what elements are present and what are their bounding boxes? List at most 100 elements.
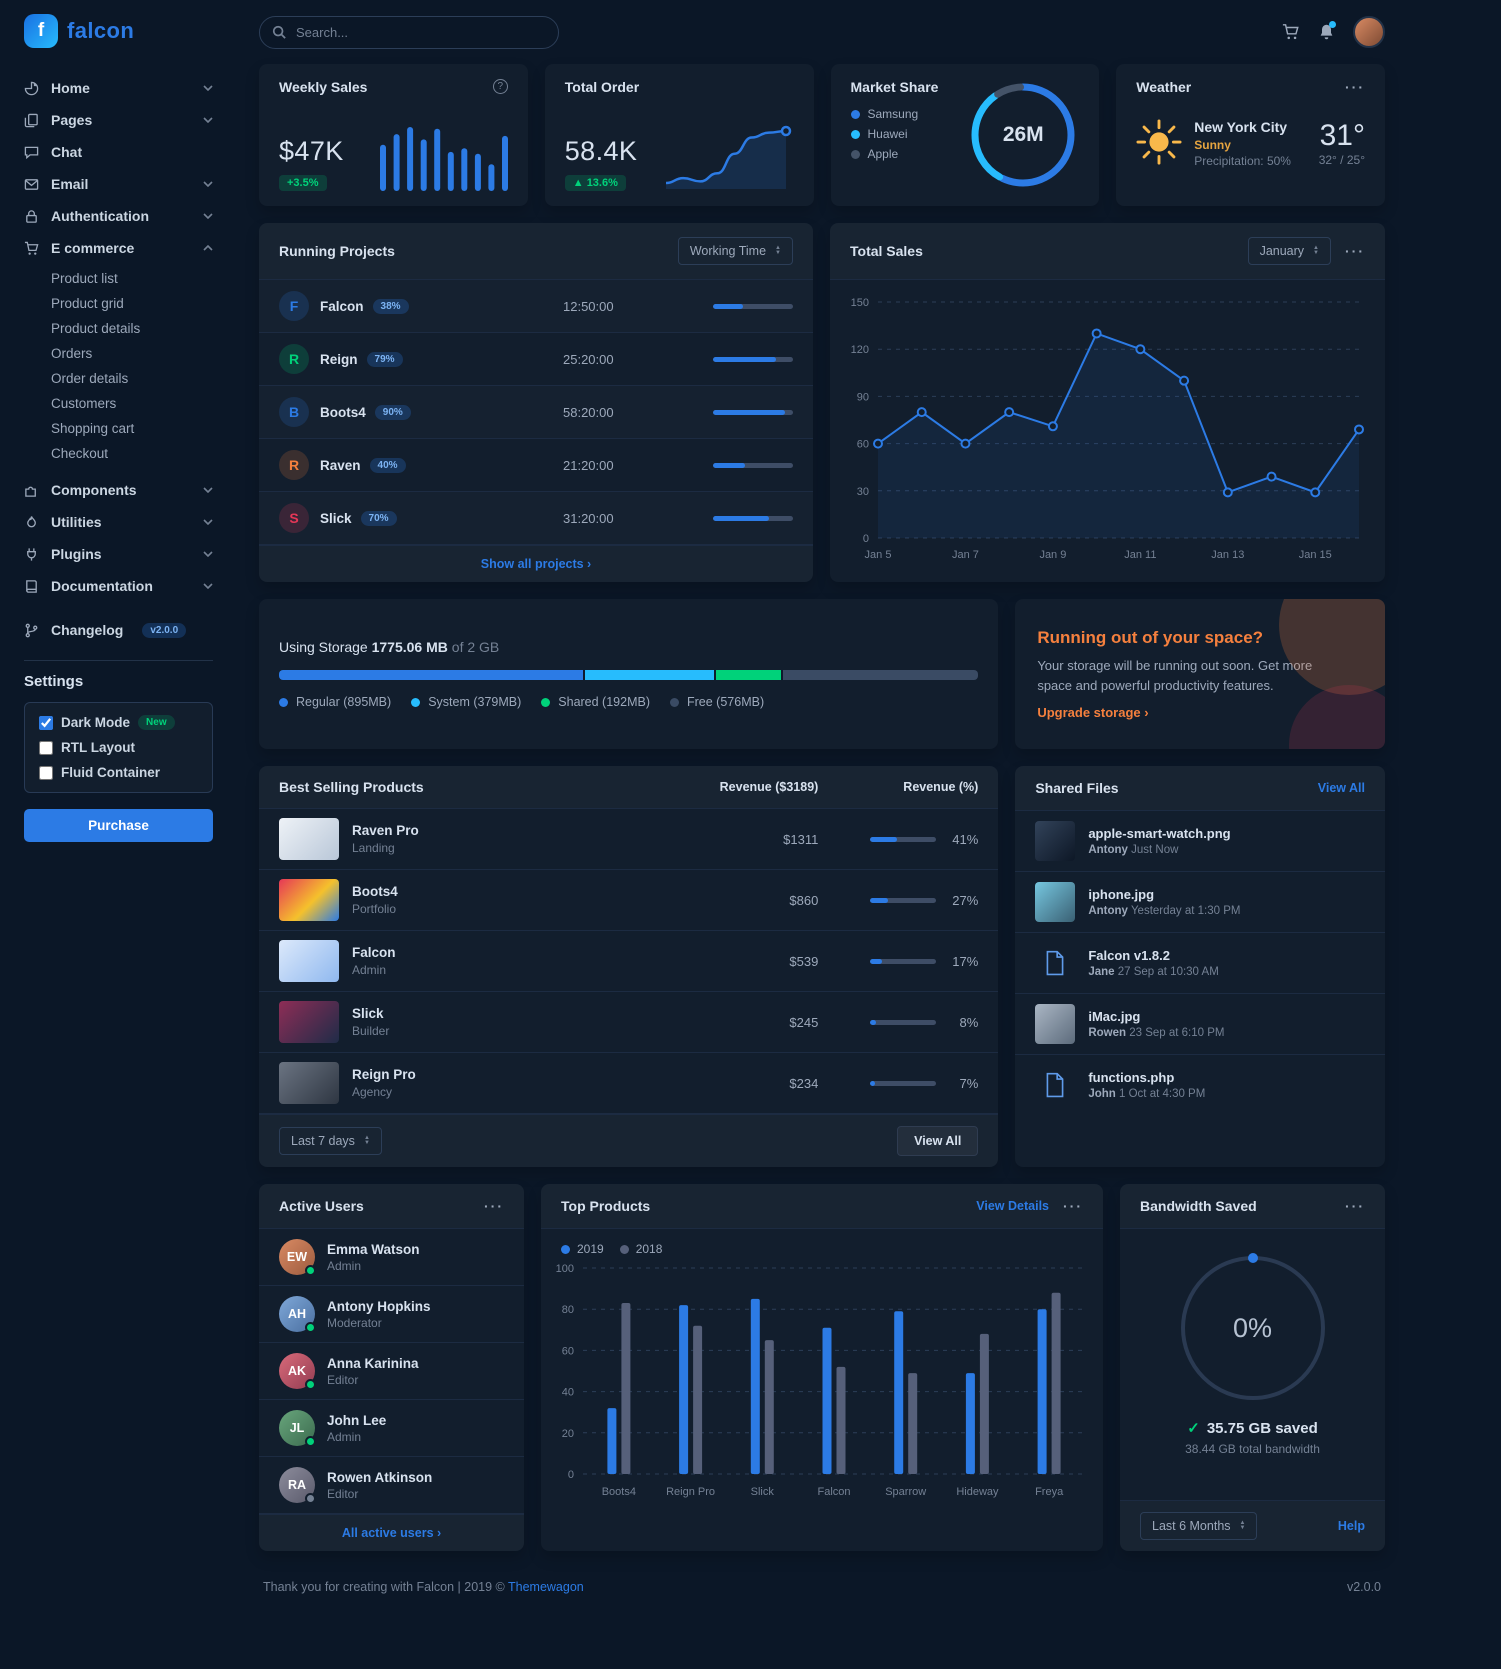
svg-text:Jan 7: Jan 7 — [952, 549, 979, 561]
svg-text:Jan 15: Jan 15 — [1299, 549, 1332, 561]
all-active-users-link[interactable]: All active users › — [341, 1526, 442, 1540]
themewagon-link[interactable]: Themewagon — [508, 1580, 584, 1594]
fluid-container-toggle[interactable]: Fluid Container — [39, 765, 198, 780]
sidebar-item-home[interactable]: Home — [24, 72, 213, 104]
sidebar-item-authentication[interactable]: Authentication — [24, 200, 213, 232]
sidebar-item-changelog[interactable]: Changelog v2.0.0 — [24, 614, 213, 646]
view-details-link[interactable]: View Details — [976, 1199, 1049, 1213]
sidebar-item-utilities[interactable]: Utilities — [24, 506, 213, 538]
active-users-menu-button[interactable]: ··· — [484, 1198, 504, 1214]
list-item[interactable]: Falcon v1.8.2 Jane 27 Sep at 10:30 AM — [1015, 933, 1385, 994]
fire-icon — [24, 515, 40, 530]
promo-body: Your storage will be running out soon. G… — [1037, 658, 1313, 693]
copy-icon — [24, 113, 40, 128]
view-all-button[interactable]: View All — [897, 1126, 979, 1156]
svg-text:20: 20 — [562, 1428, 574, 1440]
plug-icon — [24, 547, 40, 562]
dark-mode-toggle[interactable]: Dark Mode New — [39, 715, 198, 730]
help-link[interactable]: Help — [1337, 1519, 1365, 1533]
brand[interactable]: f falcon — [24, 14, 213, 48]
search-icon — [272, 25, 286, 42]
list-item[interactable]: AK Anna Karinina Editor — [259, 1343, 524, 1400]
user-avatar[interactable] — [1353, 16, 1385, 48]
total-sales-title: Total Sales — [850, 243, 923, 259]
list-item[interactable]: apple-smart-watch.png Antony Just Now — [1015, 811, 1385, 872]
dark-mode-checkbox[interactable] — [39, 715, 53, 730]
fluid-container-checkbox[interactable] — [39, 765, 53, 780]
list-item[interactable]: AH Antony Hopkins Moderator — [259, 1286, 524, 1343]
show-all-projects-link[interactable]: Show all projects › — [480, 557, 592, 571]
project-row[interactable]: F Falcon 38% 12:50:00 — [259, 280, 813, 333]
sidebar-item-product-grid[interactable]: Product grid — [51, 296, 124, 311]
sidebar-item-customers[interactable]: Customers — [51, 396, 117, 411]
table-row[interactable]: Slick Builder $245 8% — [259, 992, 999, 1053]
status-dot — [305, 1436, 316, 1447]
svg-text:90: 90 — [857, 391, 869, 403]
project-name: Raven — [320, 457, 361, 473]
top-products-menu-button[interactable]: ··· — [1063, 1198, 1083, 1214]
svg-text:150: 150 — [851, 297, 869, 309]
table-row[interactable]: Boots4 Portfolio $860 27% — [259, 870, 999, 931]
chevron-up-icon — [203, 245, 213, 251]
sidebar-item-orders[interactable]: Orders — [51, 346, 93, 361]
file-name: iphone.jpg — [1088, 887, 1155, 902]
project-row[interactable]: R Raven 40% 21:20:00 — [259, 439, 813, 492]
market-share-title: Market Share — [850, 79, 939, 95]
list-item[interactable]: functions.php John 1 Oct at 4:30 PM — [1015, 1055, 1385, 1115]
sidebar-item-chat[interactable]: Chat — [24, 136, 213, 168]
sidebar-item-documentation[interactable]: Documentation — [24, 570, 213, 602]
product-revenue: $245 — [789, 1014, 819, 1030]
sidebar-item-shopping-cart[interactable]: Shopping cart — [51, 421, 135, 436]
search-input[interactable] — [259, 15, 559, 49]
list-item[interactable]: JL John Lee Admin — [259, 1400, 524, 1457]
weekly-sales-badge: +3.5% — [279, 175, 327, 191]
project-avatar: F — [279, 291, 309, 321]
project-row[interactable]: R Reign 79% 25:20:00 — [259, 333, 813, 386]
date-range-select[interactable]: Last 7 days ▲ ▼ — [279, 1127, 382, 1155]
revenue-percent: 41% — [952, 831, 979, 847]
bell-icon-button[interactable] — [1318, 21, 1336, 41]
sidebar-item-plugins[interactable]: Plugins — [24, 538, 213, 570]
sidebar-item-order-details[interactable]: Order details — [51, 371, 129, 386]
working-time-select[interactable]: Working Time ▲ ▼ — [677, 237, 793, 265]
list-item[interactable]: iMac.jpg Rowen 23 Sep at 6:10 PM — [1015, 994, 1385, 1055]
list-item[interactable]: RA Rowen Atkinson Editor — [259, 1457, 524, 1514]
sidebar-item-ecommerce[interactable]: E commerce — [24, 232, 213, 264]
top-products-legend: 2019 2018 — [541, 1229, 1103, 1256]
purchase-button[interactable]: Purchase — [24, 809, 213, 842]
upgrade-storage-link[interactable]: Upgrade storage › — [1037, 705, 1149, 720]
table-row[interactable]: Raven Pro Landing $1311 41% — [259, 809, 999, 870]
sidebar-item-product-list[interactable]: Product list — [51, 271, 118, 286]
sidebar-item-checkout[interactable]: Checkout — [51, 446, 109, 461]
sidebar-item-label: E commerce — [51, 240, 135, 256]
svg-text:60: 60 — [857, 439, 869, 451]
product-revenue: $1311 — [783, 831, 819, 847]
cart-icon-button[interactable] — [1282, 23, 1300, 41]
sidebar-item-product-details[interactable]: Product details — [51, 321, 141, 336]
sidebar-item-email[interactable]: Email — [24, 168, 213, 200]
sidebar-item-pages[interactable]: Pages — [24, 104, 213, 136]
list-item[interactable]: EW Emma Watson Admin — [259, 1229, 524, 1286]
list-item[interactable]: iphone.jpg Antony Yesterday at 1:30 PM — [1015, 872, 1385, 933]
project-row[interactable]: B Boots4 90% 58:20:00 — [259, 386, 813, 439]
page-footer: Thank you for creating with Falcon | 201… — [259, 1568, 1385, 1620]
status-dot — [305, 1322, 316, 1333]
project-percent-badge: 79% — [366, 351, 403, 367]
months-range-select[interactable]: Last 6 Months ▲ ▼ — [1140, 1512, 1258, 1540]
project-avatar: R — [279, 450, 309, 480]
bandwidth-menu-button[interactable]: ··· — [1345, 1198, 1365, 1214]
table-row[interactable]: Reign Pro Agency $234 7% — [259, 1053, 999, 1114]
rtl-layout-toggle[interactable]: RTL Layout — [39, 740, 198, 755]
product-name: Slick — [352, 1006, 384, 1021]
month-select[interactable]: January ▲ ▼ — [1247, 237, 1331, 265]
help-icon[interactable]: ? — [492, 79, 508, 94]
table-row[interactable]: Falcon Admin $539 17% — [259, 931, 999, 992]
total-sales-menu-button[interactable]: ··· — [1345, 243, 1365, 259]
weather-menu-button[interactable]: ··· — [1345, 79, 1365, 95]
shared-files-view-all-link[interactable]: View All — [1317, 781, 1365, 795]
rtl-layout-checkbox[interactable] — [39, 740, 53, 755]
sidebar-item-components[interactable]: Components — [24, 474, 213, 506]
project-row[interactable]: S Slick 70% 31:20:00 — [259, 492, 813, 545]
sidebar-item-label: Chat — [51, 144, 83, 160]
user-name: Emma Watson — [327, 1241, 420, 1257]
